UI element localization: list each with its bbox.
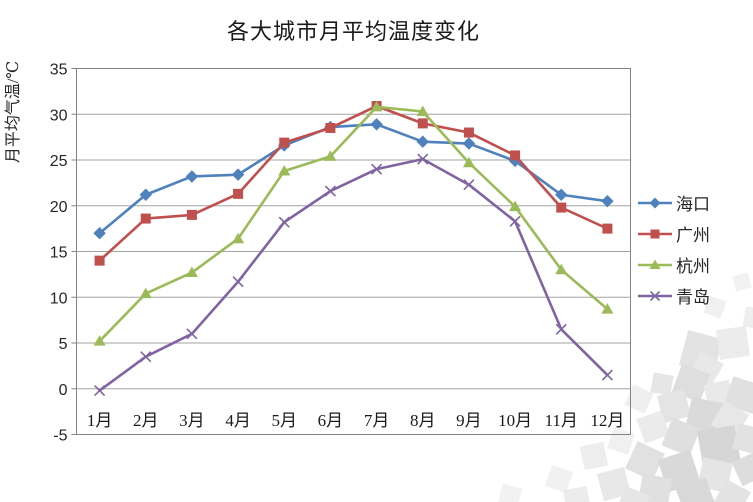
marker-x [371,163,383,175]
marker-square [279,137,290,148]
marker-diamond [139,188,152,201]
marker-triangle [324,150,337,161]
series-广州 [94,101,613,266]
series-line [98,123,609,235]
x-tick-label: 5月 [272,411,298,430]
legend-label: 海口 [676,195,710,214]
series-杭州 [93,100,614,346]
marker-x [463,179,475,191]
marker-triangle [278,164,291,176]
y-tick-label: 5 [59,336,68,353]
marker-triangle [416,105,429,117]
marker-square [556,202,567,213]
y-tick-label: 30 [50,107,68,124]
y-axis-title: 月平均气温/℃ [4,61,22,163]
marker-triangle [462,156,475,168]
marker-square [94,255,105,266]
series-line [98,105,609,343]
marker-square [233,188,244,199]
marker-triangle [509,200,522,212]
x-tick-label: 1月 [87,411,113,430]
marker-x [94,385,106,397]
marker-diamond [231,168,245,181]
y-tick-label: 10 [50,290,68,307]
y-tick-label: 15 [50,245,68,262]
marker-x [186,328,198,340]
marker-x [601,369,613,381]
marker-x [417,153,429,165]
x-tick-label: 8月 [410,411,436,430]
marker-x [278,216,290,228]
marker-triangle [139,287,152,299]
marker-square [650,229,660,238]
legend-entry-青岛: 青岛 [637,280,710,311]
marker-diamond [185,170,199,183]
marker-diamond [416,135,429,148]
legend-entry-海口: 海口 [637,187,710,218]
y-tick-label: -5 [53,428,67,445]
marker-square [510,150,521,161]
marker-triangle [232,232,245,244]
chart-title: 各大城市月平均温度变化 [226,19,480,44]
series-line [98,157,609,392]
marker-square [140,213,151,224]
y-tick-label: 0 [59,382,68,399]
marker-diamond [649,196,661,209]
legend-entry-杭州: 杭州 [637,249,710,280]
y-tick-label: 35 [50,62,68,79]
marker-square [325,122,336,133]
x-tick-label: 9月 [456,411,482,430]
marker-square [602,223,613,234]
series-青岛 [94,153,613,397]
plot-border [76,68,631,435]
marker-triangle [370,100,383,112]
y-tick-label: 20 [50,199,68,216]
legend-label: 杭州 [676,257,710,276]
marker-diamond [462,137,476,150]
marker-x [324,185,336,197]
x-tick-label: 3月 [179,411,205,430]
x-tick-label: 4月 [225,411,251,430]
x-tick-label: 10月 [498,411,532,430]
marker-x [232,276,244,288]
legend-marker-icon [638,259,672,269]
marker-square [417,118,428,129]
marker-x [555,323,567,335]
x-tick-label: 7月 [364,411,390,430]
legend-marker-icon [638,196,672,209]
marker-triangle [93,335,106,346]
marker-triangle [601,303,614,314]
legend: 海口 广州 杭州 青岛 [637,187,710,311]
marker-x [649,290,661,301]
marker-x [509,215,521,227]
y-tick-label: 25 [50,153,68,170]
legend-marker-icon [638,290,672,301]
legend-marker-icon [638,229,672,238]
marker-square [186,209,197,220]
x-tick-label: 12月 [590,411,624,430]
marker-triangle [555,263,568,275]
x-tick-label: 11月 [545,411,578,430]
marker-x [140,351,152,363]
marker-triangle [185,266,198,278]
legend-entry-广州: 广州 [637,218,710,249]
series-line [98,104,609,262]
marker-triangle [649,259,661,269]
marker-square [463,127,474,138]
marker-diamond [370,118,383,131]
legend-label: 青岛 [676,288,710,307]
marker-diamond [93,226,106,240]
x-tick-label: 2月 [133,411,159,430]
legend-label: 广州 [676,226,710,245]
x-tick-label: 6月 [318,411,344,430]
